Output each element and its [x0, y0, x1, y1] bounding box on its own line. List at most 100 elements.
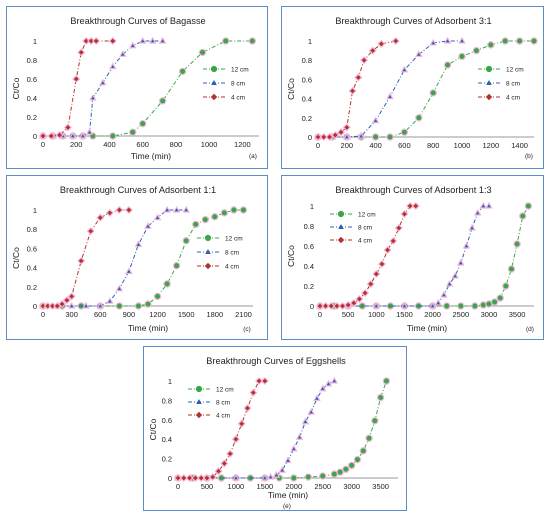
legend-label: 8 cm: [216, 400, 230, 407]
series-4-cm: [173, 376, 269, 483]
legend-entry: 4 cm: [197, 262, 239, 271]
series-4-cm: [38, 36, 117, 141]
data-point: [428, 301, 437, 309]
data-point: [342, 465, 350, 473]
data-point: [243, 404, 252, 413]
x-tick-label: 600: [94, 310, 107, 319]
data-point: [490, 298, 499, 306]
data-point: [336, 468, 344, 476]
data-point: [501, 37, 509, 45]
legend-marker: [337, 236, 345, 244]
chart-bagasse: Breakthrough Curves of Bagasse 0 0.2 0.4 0.6…: [11, 16, 259, 161]
data-point: [192, 220, 200, 229]
data-point: [479, 201, 488, 209]
y-axis-label: Ct/Co: [286, 245, 296, 267]
legend-label: 8 cm: [358, 225, 372, 232]
data-point: [222, 37, 230, 45]
data-point: [443, 302, 451, 310]
y-tick-label: 1: [310, 202, 314, 211]
legend-entry: 4 cm: [188, 411, 230, 420]
x-tick-label: 0: [41, 310, 45, 319]
data-point: [249, 388, 258, 397]
data-point: [232, 473, 240, 481]
data-point: [468, 223, 476, 231]
data-point: [179, 473, 188, 483]
series-line: [318, 40, 534, 138]
panel-tag: (c): [243, 326, 251, 333]
data-point: [386, 92, 394, 100]
legend-label: 4 cm: [225, 264, 239, 271]
x-tick-label: 1500: [256, 482, 273, 491]
data-point: [58, 300, 67, 309]
legend-entry: 8 cm: [478, 80, 520, 88]
panel-tag: (b): [525, 153, 533, 160]
series-line: [320, 205, 529, 307]
data-point: [198, 48, 207, 57]
legend-entry: 12 cm: [330, 210, 376, 219]
y-tick-label: 0.8: [162, 396, 172, 405]
data-point: [230, 206, 238, 214]
data-point: [248, 37, 257, 45]
data-point: [457, 302, 465, 310]
y-axis-label: Ct/Co: [11, 77, 21, 99]
series-line: [318, 40, 396, 138]
legend-entry: 8 cm: [330, 224, 372, 232]
y-tick-label: 0: [310, 302, 314, 311]
legend-label: 12 cm: [506, 67, 524, 74]
panel-tag: (a): [249, 153, 257, 160]
x-tick-label: 2000: [285, 482, 302, 491]
x-tick-label: 1000: [368, 310, 385, 319]
data-point: [67, 292, 76, 301]
data-point: [158, 97, 167, 105]
data-point: [372, 301, 381, 309]
data-point: [325, 132, 334, 142]
data-point: [389, 236, 398, 246]
data-point: [115, 302, 124, 310]
data-point: [96, 301, 105, 309]
data-point: [513, 240, 521, 248]
data-point: [115, 284, 124, 292]
chart-title: Breakthrough Curves of Adsorbent 1:1: [60, 185, 216, 195]
x-axis-label: Time (min): [131, 151, 171, 161]
legend-label: 4 cm: [506, 95, 520, 102]
data-point: [38, 131, 48, 141]
data-point: [47, 131, 56, 141]
data-point: [261, 473, 269, 481]
data-point: [383, 245, 392, 255]
y-tick-label: 0.4: [27, 264, 37, 273]
series-4-cm: [315, 201, 420, 311]
legend-marker: [210, 93, 218, 101]
data-point: [429, 89, 437, 97]
y-tick-label: 0.8: [27, 225, 37, 234]
y-tick-label: 0.8: [27, 56, 37, 65]
data-point: [239, 206, 248, 214]
data-point: [220, 209, 229, 217]
data-point: [485, 201, 493, 209]
x-tick-label: 1200: [482, 141, 499, 150]
data-point: [214, 467, 223, 476]
data-point: [72, 74, 81, 84]
data-point: [365, 434, 373, 442]
y-tick-label: 0: [168, 474, 172, 483]
data-point: [342, 123, 351, 132]
data-point: [108, 62, 117, 70]
data-point: [255, 376, 264, 386]
y-axis-label: Ct/Co: [286, 78, 296, 100]
data-point: [272, 470, 281, 478]
x-tick-label: 3000: [343, 482, 360, 491]
legend-entry: 12 cm: [188, 385, 234, 394]
x-tick-label: 800: [170, 140, 183, 149]
legend-entry: 8 cm: [203, 80, 245, 88]
data-point: [357, 131, 366, 139]
data-point: [172, 205, 181, 213]
y-tick-label: 1: [308, 37, 312, 46]
y-tick-label: 1: [33, 206, 37, 215]
y-tick-label: 1: [33, 37, 37, 46]
data-point: [231, 435, 240, 444]
chart-adsorbent-3-1: Breakthrough Curves of Adsorbent 3:1 0 0.2…: [286, 16, 538, 160]
x-axis-label: Time (min): [128, 323, 168, 333]
data-point: [353, 455, 362, 464]
y-tick-label: 0.6: [162, 416, 172, 425]
data-point: [524, 202, 533, 210]
legend-marker: [486, 80, 492, 85]
